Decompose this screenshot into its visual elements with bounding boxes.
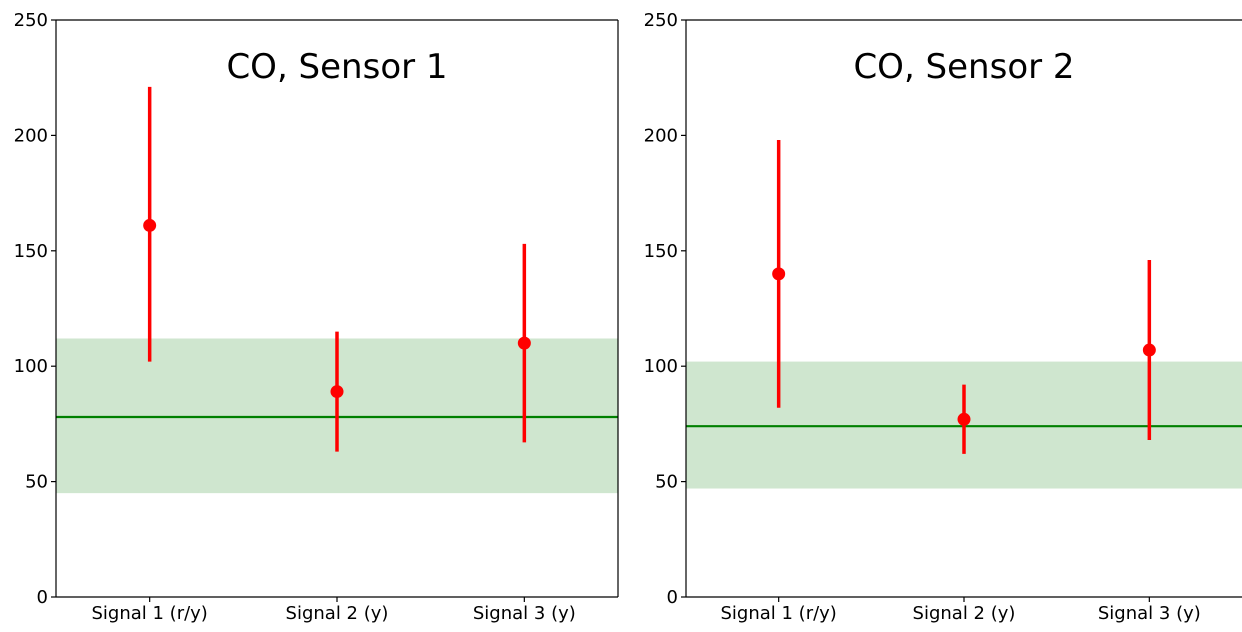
x-tick-label: Signal 1 (r/y) — [91, 603, 207, 624]
chart-title: CO, Sensor 1 — [226, 47, 447, 87]
data-point — [772, 267, 786, 281]
data-point — [957, 412, 971, 426]
y-tick-label: 50 — [655, 472, 678, 493]
y-tick-label: 100 — [644, 356, 678, 377]
y-tick-label: 0 — [667, 587, 678, 608]
x-tick-label: Signal 2 (y) — [913, 603, 1016, 624]
chart-title: CO, Sensor 2 — [853, 47, 1074, 87]
y-tick-label: 150 — [14, 241, 48, 262]
y-tick-label: 50 — [25, 472, 48, 493]
y-tick-label: 200 — [14, 125, 48, 146]
y-tick-label: 0 — [37, 587, 48, 608]
data-point — [517, 336, 531, 350]
x-tick-label: Signal 3 (y) — [473, 603, 576, 624]
y-tick-label: 100 — [14, 356, 48, 377]
x-tick-label: Signal 3 (y) — [1098, 603, 1201, 624]
x-tick-label: Signal 1 (r/y) — [720, 603, 836, 624]
y-tick-label: 250 — [644, 10, 678, 31]
y-tick-label: 150 — [644, 241, 678, 262]
data-point — [1142, 343, 1156, 357]
y-tick-label: 250 — [14, 10, 48, 31]
chart-panel-2: 0 50 100 150 200 250 Signal 1 (r/y) Signal 2 (y… — [644, 10, 1242, 624]
data-point — [143, 218, 157, 232]
y-tick-label: 200 — [644, 125, 678, 146]
chart-panel-1: 0 50 100 150 200 250 Signal 1 (r/y) Signal 2 (y… — [14, 10, 619, 624]
x-tick-label: Signal 2 (y) — [286, 603, 389, 624]
data-point — [330, 385, 344, 399]
